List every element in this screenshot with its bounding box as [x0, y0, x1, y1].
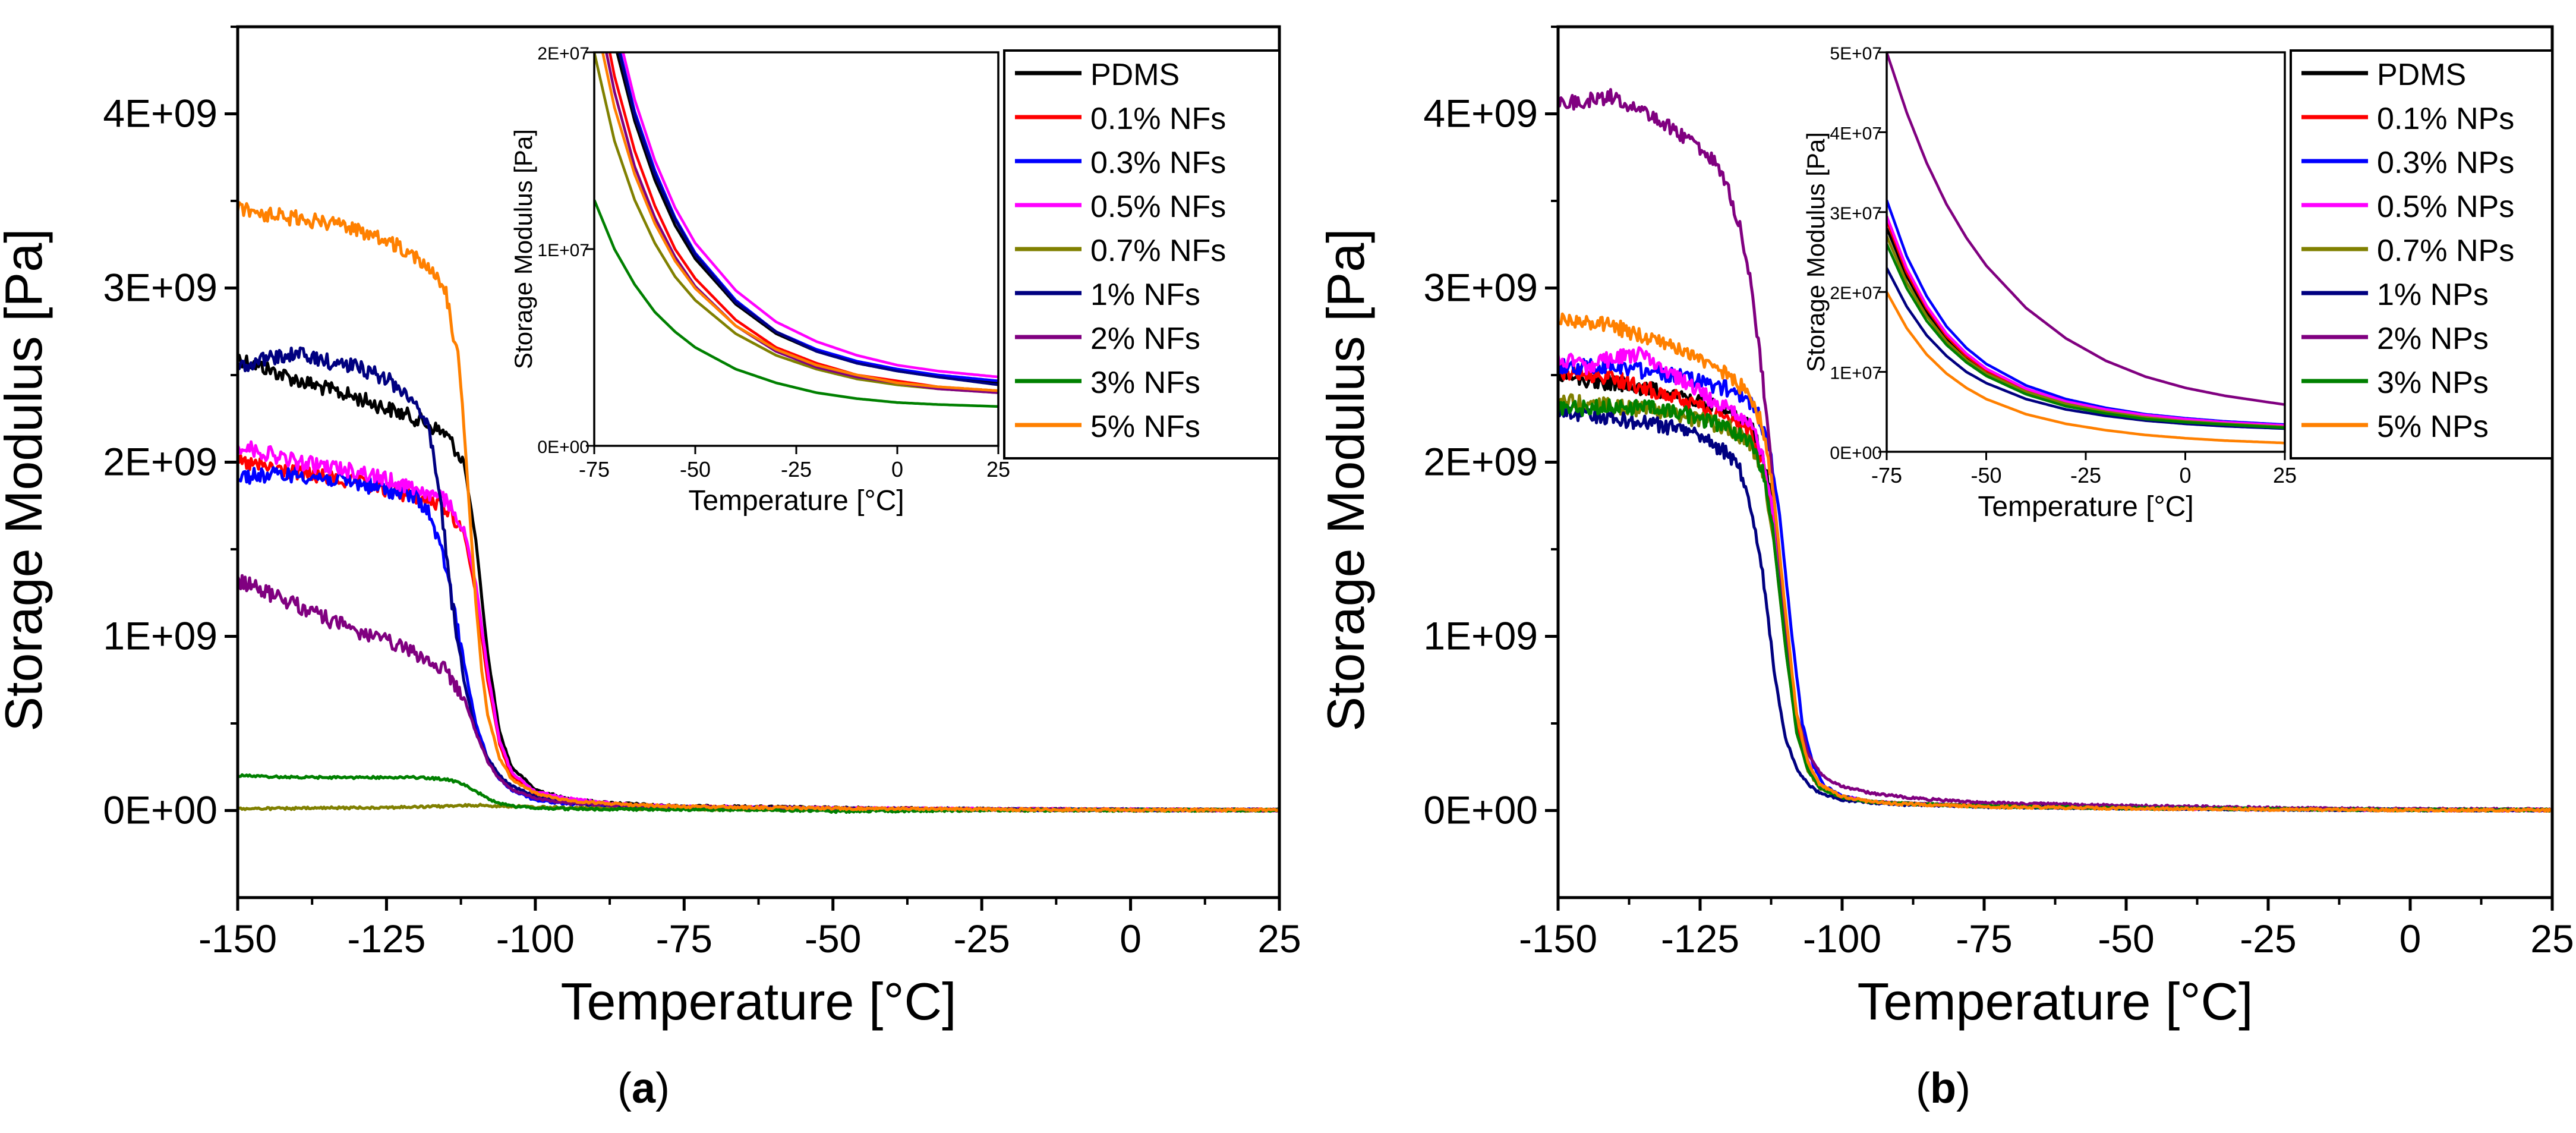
inset-series-line-4	[622, 52, 998, 379]
inset-series-group	[1887, 52, 2285, 445]
x-tick-label: -150	[198, 917, 277, 961]
inset-x-tick-label: 25	[986, 457, 1010, 481]
inset-x-axis-label: Temperature [°C]	[688, 485, 904, 517]
x-tick-label: 25	[1257, 917, 1301, 961]
legend-label-4: 0.5% NPs	[2377, 190, 2514, 224]
y-tick-label: 1E+09	[1423, 614, 1538, 658]
inset-series-line-6	[617, 52, 998, 386]
inset-series-line-7	[1887, 52, 2285, 406]
inset-series-line-4	[1887, 215, 2285, 427]
y-tick-label: 1E+09	[103, 614, 217, 658]
x-tick-label: -25	[953, 917, 1010, 961]
inset-x-tick-label: -75	[579, 457, 610, 481]
x-tick-label: -125	[1661, 917, 1739, 961]
inset-y-tick-label: 2E+07	[1830, 284, 1882, 303]
legend-label-3: 0.3% NFs	[1090, 146, 1226, 180]
y-tick-label: 0E+00	[103, 788, 217, 832]
inset-series-line-9	[601, 52, 998, 392]
inset-y-tick-label: 0E+00	[537, 438, 589, 457]
legend-label-5: 0.7% NPs	[2377, 234, 2514, 268]
inset-series-line-9	[1887, 291, 2285, 445]
inset-x-tick-label: -25	[2070, 463, 2101, 487]
inset-y-axis-label: Storage Modulus [Pa]	[509, 129, 537, 369]
y-tick-label: 3E+09	[1423, 266, 1538, 310]
y-tick-label: 2E+09	[103, 440, 217, 484]
legend-label-2: 0.1% NFs	[1090, 102, 1226, 136]
y-tick-label: 3E+09	[103, 266, 217, 310]
x-tick-label: -75	[656, 917, 712, 961]
inset-chart: -75 -50 -25 0 25 0E+00 1E+07 2E+07 3E+07 4E+07 5E+…	[1798, 29, 2297, 541]
y-tick-label: 0E+00	[1423, 788, 1538, 832]
inset-y-tick-label: 1E+07	[1830, 364, 1882, 383]
inset-x-tick-label: -50	[1970, 463, 2001, 487]
inset-series-line-6	[1887, 267, 2285, 430]
inset-series-line-7	[605, 52, 998, 394]
y-axis-label: Storage Modulus [Pa]	[0, 228, 53, 731]
legend-label-7: 2% NPs	[2377, 322, 2489, 356]
inset-background	[1798, 29, 2291, 541]
inset-x-axis-label: Temperature [°C]	[1978, 491, 2193, 523]
x-tick-label: -50	[805, 917, 861, 961]
inset-y-axis-label: Storage Modulus [Pa]	[1802, 132, 1830, 372]
inset-background	[505, 29, 1004, 535]
legend-label-8: 3% NFs	[1090, 366, 1200, 400]
legend-label-5: 0.7% NFs	[1090, 234, 1226, 268]
legend-label-1: PDMS	[1090, 58, 1180, 92]
inset-series-line-8	[1887, 243, 2285, 429]
inset-x-tick-label: -25	[781, 457, 812, 481]
x-tick-label: -150	[1519, 917, 1597, 961]
legend-label-1: PDMS	[2377, 58, 2466, 92]
inset-y-tick-label: 4E+07	[1830, 124, 1882, 143]
legend-label-8: 3% NPs	[2377, 366, 2489, 400]
x-tick-label: 0	[2400, 917, 2421, 961]
inset-x-tick-label: 0	[2179, 463, 2191, 487]
inset-y-tick-label: 3E+07	[1830, 204, 1882, 224]
chart-panel-b: -150 -125 -100 -75 -50 -25 0 25 0E+00 1E+09 2E+09 3…	[1316, 25, 2574, 1112]
chart-panel-a: -150 -125 -100 -75 -50 -25 0 25 0E+00 1E+09 2E+09 3…	[0, 25, 1301, 1112]
x-axis-label: Temperature [°C]	[560, 972, 956, 1031]
legend-label-2: 0.1% NPs	[2377, 102, 2514, 136]
y-tick-label: 2E+09	[1423, 440, 1538, 484]
y-tick-label: 4E+09	[103, 92, 217, 136]
inset-x-tick-label: -75	[1871, 463, 1902, 487]
x-tick-label: -75	[1956, 917, 2012, 961]
x-tick-label: -125	[347, 917, 425, 961]
inset-y-tick-label: 5E+07	[1830, 44, 1882, 64]
legend-label-9: 5% NFs	[1090, 410, 1200, 444]
series-line-7	[238, 574, 1279, 813]
legend-label-9: 5% NPs	[2377, 410, 2489, 444]
x-axis-label: Temperature [°C]	[1857, 972, 2253, 1031]
subplot-label: (b)	[1916, 1065, 1970, 1112]
y-axis-label: Storage Modulus [Pa]	[1316, 228, 1375, 731]
x-tick-label: -50	[2098, 917, 2154, 961]
inset-x-tick-label: 25	[2273, 463, 2297, 487]
legend-label-3: 0.3% NPs	[2377, 146, 2514, 180]
x-tick-label: 0	[1120, 917, 1142, 961]
x-tick-label: 25	[2530, 917, 2574, 961]
legend-label-6: 1% NFs	[1090, 278, 1200, 312]
inset-series-line-8	[594, 199, 998, 408]
series-group	[238, 201, 1279, 814]
inset-y-tick-label: 2E+07	[537, 44, 589, 64]
legend: PDMS 0.1% NFs 0.3% NFs 0.5% NFs 0.7% NFs 1% N…	[1003, 49, 1281, 460]
series-group	[1558, 88, 2552, 813]
inset-chart: -75 -50 -25 0 25 0E+00 1E+07 2E+07 Temperature […	[505, 29, 1010, 535]
series-line-9	[1558, 312, 2552, 813]
legend-label-6: 1% NPs	[2377, 278, 2489, 312]
x-tick-label: -100	[496, 917, 575, 961]
inset-series-group	[594, 52, 998, 408]
series-line-9	[238, 201, 1279, 813]
x-tick-label: -100	[1803, 917, 1881, 961]
subplot-label: (a)	[617, 1065, 670, 1112]
inset-x-tick-label: 0	[891, 457, 903, 481]
x-tick-label: -25	[2240, 917, 2296, 961]
legend-label-7: 2% NFs	[1090, 322, 1200, 356]
legend: PDMS 0.1% NPs 0.3% NPs 0.5% NPs 0.7% NPs 1% N…	[2290, 49, 2553, 460]
legend-label-4: 0.5% NFs	[1090, 190, 1226, 224]
y-tick-label: 4E+09	[1423, 92, 1538, 136]
inset-x-tick-label: -50	[680, 457, 711, 481]
inset-y-tick-label: 1E+07	[537, 241, 589, 260]
inset-y-tick-label: 0E+00	[1830, 443, 1882, 463]
